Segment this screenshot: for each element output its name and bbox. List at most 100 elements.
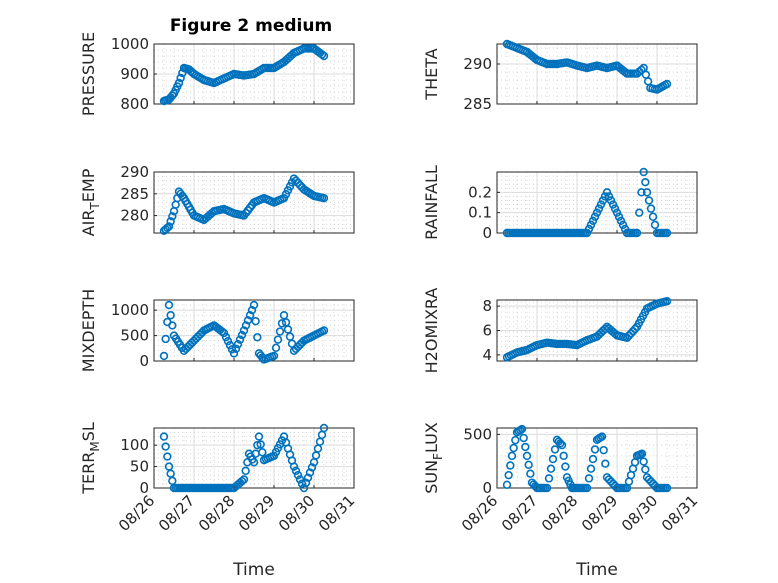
data-point xyxy=(637,188,646,197)
data-point xyxy=(641,465,650,474)
y-axis-label-main: AIR xyxy=(79,210,98,237)
data-point xyxy=(239,326,249,335)
data-point xyxy=(271,343,281,352)
data-point xyxy=(542,483,552,493)
y-axis-label-subscript: T xyxy=(88,202,102,211)
data-point xyxy=(174,78,184,88)
data-point xyxy=(227,345,237,354)
y-axis-label-subscript: M xyxy=(88,441,102,451)
y-tick-label: 900 xyxy=(120,65,149,83)
data-point xyxy=(303,473,313,482)
y-axis-label-suffix: LUX xyxy=(422,422,441,453)
data-point xyxy=(511,435,520,445)
data-point xyxy=(614,212,624,221)
data-point xyxy=(610,204,620,213)
x-tick-label: 08/27 xyxy=(155,492,198,535)
data-point xyxy=(313,444,323,453)
x-tick-label: 08/28 xyxy=(538,492,581,535)
data-point xyxy=(507,451,517,461)
data-point xyxy=(159,432,169,441)
y-tick-label: 1000 xyxy=(111,301,149,319)
data-point xyxy=(662,228,672,238)
data-point xyxy=(586,220,596,230)
axes-box xyxy=(496,427,698,489)
data-point xyxy=(601,459,610,468)
y-tick-label: 500 xyxy=(120,327,149,345)
data-point xyxy=(225,341,235,350)
data-point xyxy=(171,200,180,209)
data-point xyxy=(588,454,598,464)
data-point xyxy=(586,464,596,473)
data-point xyxy=(256,440,265,449)
data-point xyxy=(289,462,299,471)
data-point xyxy=(233,340,243,349)
data-point xyxy=(166,469,175,478)
data-point xyxy=(164,300,174,310)
data-point xyxy=(273,335,283,344)
data-point xyxy=(602,188,612,197)
data-point xyxy=(559,451,568,461)
data-point xyxy=(597,432,607,441)
data-point xyxy=(582,228,592,238)
y-tick-label: 100 xyxy=(120,436,149,454)
data-point xyxy=(258,448,267,457)
data-point xyxy=(161,442,170,451)
y-tick-label: 0.1 xyxy=(468,204,492,222)
x-tick-label: 08/30 xyxy=(275,492,318,535)
data-point xyxy=(239,475,249,484)
data-point xyxy=(642,188,652,197)
data-point xyxy=(241,466,250,476)
axes-box xyxy=(153,299,355,362)
subplot-1: 800 900 1000 PRESSURE xyxy=(79,32,355,116)
data-point xyxy=(641,177,650,187)
data-point xyxy=(590,445,600,454)
x-axis-label: Time xyxy=(575,560,618,580)
y-tick-label: 0 xyxy=(482,479,492,497)
x-tick-label: 08/26 xyxy=(115,492,158,535)
data-point xyxy=(646,204,656,213)
figure-title: Figure 2 medium xyxy=(170,16,332,36)
data-point xyxy=(249,300,259,310)
data-point xyxy=(548,454,558,464)
y-axis-label: RAINFALL xyxy=(422,165,441,240)
data-point xyxy=(502,480,512,489)
data-point xyxy=(254,432,264,441)
y-tick-label: 290 xyxy=(463,55,492,73)
data-point xyxy=(644,196,654,205)
data-point xyxy=(159,351,169,361)
data-point xyxy=(319,326,329,335)
x-tick-label: 08/26 xyxy=(458,492,501,535)
axes-box xyxy=(153,427,355,489)
data-point xyxy=(639,457,648,466)
y-axis-label-suffix: SL xyxy=(79,422,98,441)
y-tick-label: 1000 xyxy=(111,35,149,53)
y-tick-label: 0 xyxy=(139,352,149,370)
y-tick-label: 500 xyxy=(463,425,492,443)
data-point xyxy=(253,440,262,450)
y-axis-label-suffix: EMP xyxy=(79,168,98,202)
data-point xyxy=(168,476,177,486)
subplot-2: 285 290 THETA xyxy=(422,39,698,113)
data-point xyxy=(305,468,315,477)
data-point xyxy=(176,73,185,83)
x-tick-label: 08/28 xyxy=(195,492,238,535)
subplot-6: 4 6 8 H2OMIXRA xyxy=(422,288,698,373)
data-point xyxy=(584,224,594,234)
data-point xyxy=(582,483,592,493)
data-point xyxy=(219,328,229,338)
axes-box xyxy=(153,171,355,234)
data-point xyxy=(526,469,535,478)
data-point xyxy=(253,333,262,342)
data-point xyxy=(650,220,660,230)
data-point xyxy=(237,330,247,340)
data-point xyxy=(648,212,658,221)
data-point xyxy=(164,222,174,231)
y-tick-label: 50 xyxy=(130,458,149,476)
y-axis-label-subscript: F xyxy=(431,453,445,460)
y-axis-label-main: MIXDEPTH xyxy=(79,289,98,372)
data-point xyxy=(258,353,267,362)
data-point xyxy=(506,461,515,470)
